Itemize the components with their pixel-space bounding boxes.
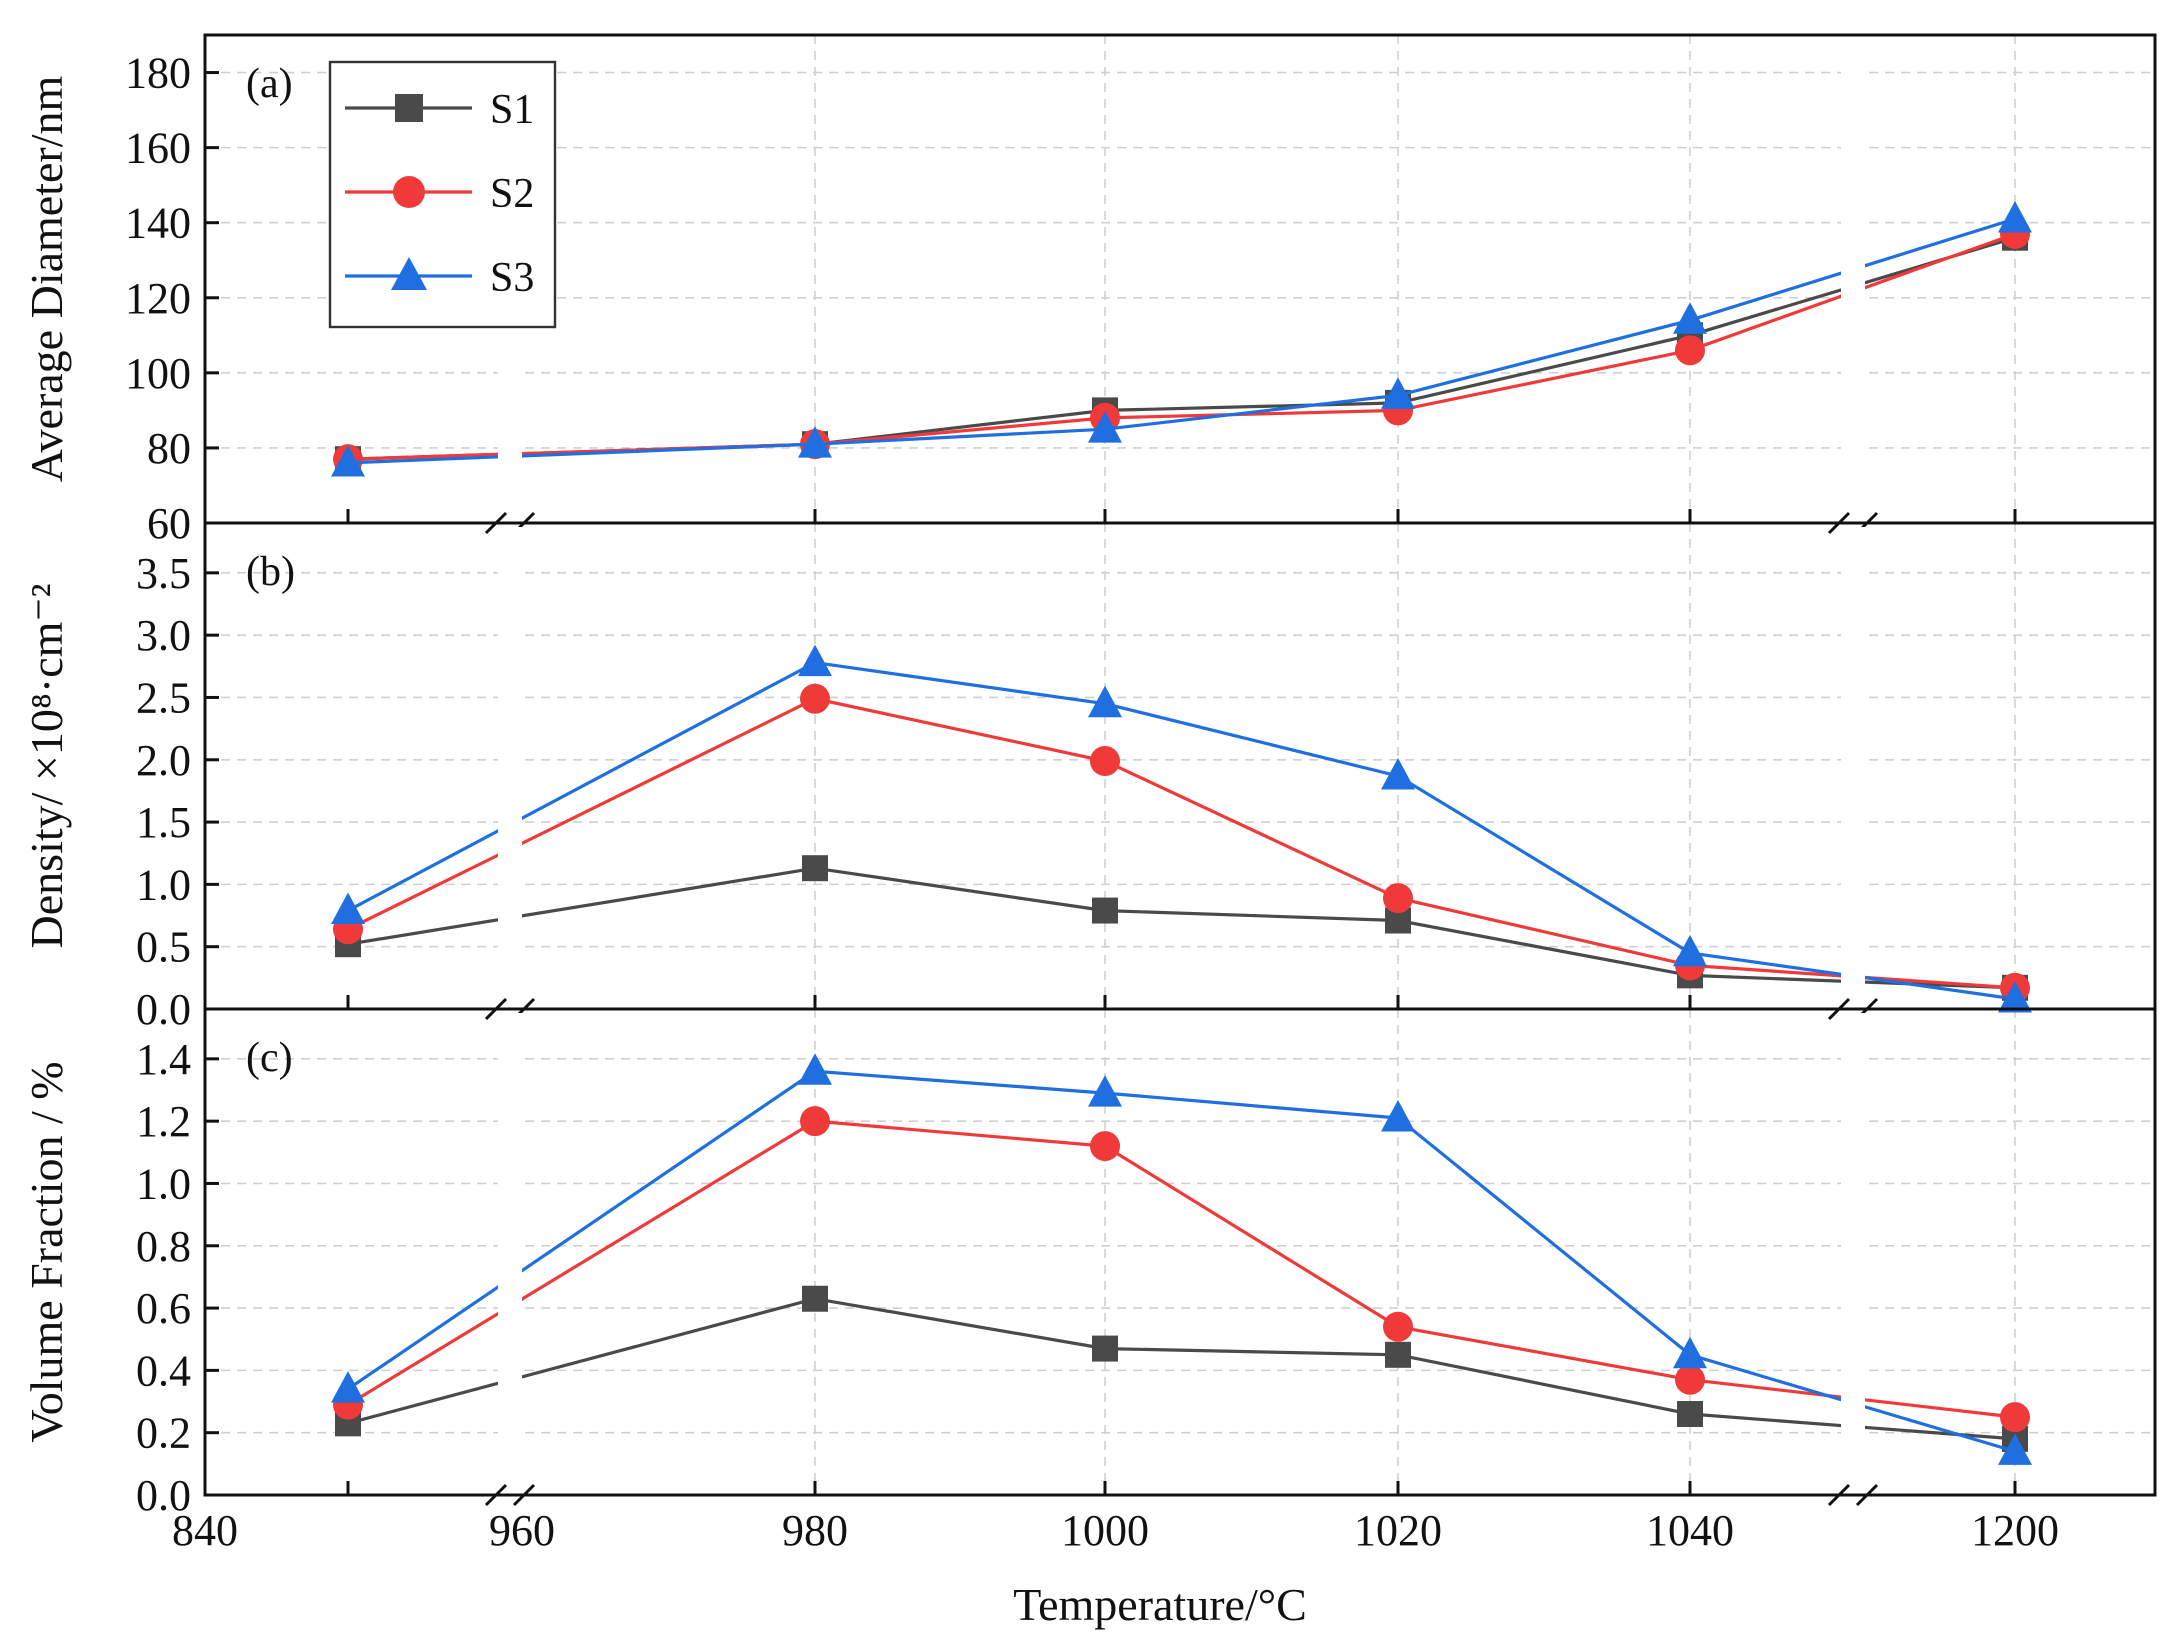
legend-marker-s1 [395,94,423,122]
panel-tag: (a) [246,61,293,107]
axis-break-gap [498,1013,522,1491]
panel-frame [203,1007,2157,1497]
point-s3 [331,1371,365,1403]
point-s2 [1675,1364,1705,1395]
point-s2 [1383,1311,1413,1342]
x-tick-label: 1000 [1061,1506,1149,1555]
y-tick-label: 140 [125,199,191,248]
x-axis-title: Temperature/°C [1013,1579,1307,1630]
y-tick-label: 60 [147,499,191,548]
x-tick-label: 840 [172,1506,238,1555]
y-tick-label: 0.0 [136,985,191,1034]
point-s3 [798,426,832,458]
point-s3 [1088,1075,1122,1107]
y-tick-label: 1.5 [136,798,191,847]
point-s2 [800,1106,830,1137]
y-tick-label: 3.5 [136,549,191,598]
y-tick-label: 1.2 [136,1097,191,1146]
point-s3 [1673,1336,1707,1369]
point-s3 [331,444,365,477]
series-line-s3 [347,217,2016,465]
point-s3 [1088,685,1122,718]
series-line-s1 [347,1297,2016,1441]
y-axis-title: Volume Fraction / % [21,1061,72,1442]
y-tick-label: 0.5 [136,923,191,972]
point-s3 [1381,1100,1415,1132]
y-tick-label: 0.0 [136,1471,191,1520]
series-line-s2 [347,697,2016,990]
legend-label-s3: S3 [490,255,534,301]
point-s3 [1998,981,2032,1013]
point-s1 [802,855,828,882]
legend-label-s2: S2 [490,171,534,217]
point-s1 [1677,1401,1703,1427]
x-tick-label: 1200 [1971,1506,2059,1555]
axis-break-gap [1841,39,1865,519]
y-tick-label: 1.4 [136,1035,191,1084]
point-s2 [1090,746,1120,777]
legend-box [328,60,557,329]
x-tick-label: 980 [782,1506,848,1555]
y-axis-title: Average Diameter/nm [21,76,72,483]
point-s3 [798,1053,832,1085]
point-s1 [1092,1335,1118,1362]
x-tick-label: 960 [489,1506,555,1555]
y-axis-title: Density/ ×10⁸·cm⁻² [21,584,72,949]
axis-break-gap [1841,1013,1865,1491]
legend-label-s1: S1 [490,87,534,133]
panel-tag: (c) [246,1035,293,1081]
y-tick-label: 160 [125,124,191,173]
series-line-s1 [347,236,2016,461]
point-s3 [1998,200,2032,233]
y-tick-label: 120 [125,274,191,323]
point-s3 [1381,377,1415,409]
series-line-s3 [347,1069,2016,1453]
point-s3 [798,644,832,677]
point-s3 [1381,757,1415,790]
y-tick-label: 180 [125,49,191,98]
point-s2 [800,683,830,714]
legend: S1 S2 S3 [328,60,557,329]
point-s1 [1092,897,1118,924]
series-line-s2 [347,1119,2016,1419]
y-tick-label: 2.0 [136,736,191,785]
y-tick-label: 0.8 [136,1222,191,1271]
y-tick-label: 1.0 [136,860,191,909]
y-tick-label: 1.0 [136,1159,191,1208]
x-tick-label: 1020 [1354,1506,1442,1555]
point-s2 [2000,1402,2030,1433]
y-tick-label: 0.2 [136,1409,191,1458]
axis-break-gap [498,527,522,1005]
point-s3 [1673,934,1707,967]
point-s1 [802,1285,828,1312]
x-tick-label: 1040 [1646,1506,1734,1555]
point-s2 [1675,335,1705,366]
y-tick-label: 0.6 [136,1284,191,1333]
point-s3 [331,892,365,925]
legend-marker-s3 [391,257,427,290]
series-line-s3 [347,660,2016,1001]
y-tick-label: 80 [147,424,191,473]
point-s2 [1383,883,1413,914]
point-s3 [1673,302,1707,334]
panel-tag: (b) [246,549,295,595]
y-tick-label: 2.5 [136,673,191,722]
y-tick-label: 100 [125,349,191,398]
legend-marker-s2 [393,176,425,208]
point-s1 [1385,1341,1411,1368]
series-line-s1 [347,866,2016,990]
y-tick-label: 0.4 [136,1346,191,1395]
axis-break-gap [1841,527,1865,1005]
y-tick-label: 3.0 [136,611,191,660]
series-line-s2 [347,232,2016,461]
point-s2 [1090,1131,1120,1162]
point-s3 [1998,1433,2032,1465]
point-s3 [1088,411,1122,443]
